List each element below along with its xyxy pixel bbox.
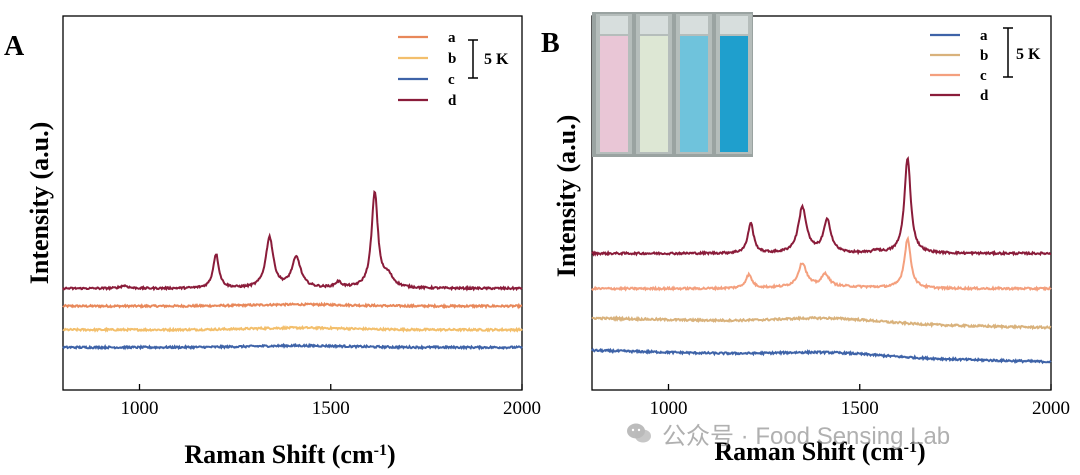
panel-a-legend-label-a: a <box>448 30 456 46</box>
panel-a-frame <box>62 15 523 391</box>
panel-a-legend-label-b: b <box>448 51 456 67</box>
panel-b-series-b <box>591 315 1052 331</box>
panel-b-scale-label: 5 K <box>1016 46 1041 63</box>
panel-b-legend-label-c: c <box>980 68 987 84</box>
panel-b-ylabel: Intensity (a.u.) <box>552 115 581 278</box>
panel-b-xlabel-close: ) <box>917 437 926 466</box>
panel-a-series-c <box>62 342 523 351</box>
panel-b-xlabel-sup: -1 <box>904 439 917 456</box>
panel-a-xlabel-sup: -1 <box>374 442 387 459</box>
panel-a-legend-label-d: d <box>448 93 457 109</box>
cuvette-top <box>600 16 628 34</box>
panel-a-series-a <box>62 301 523 310</box>
panel-a: A 1000 1500 2000 Intensity (a.u.) Raman Sh… <box>4 15 541 469</box>
panel-b-tick-label: 1500 <box>841 398 879 419</box>
panel-b-legend-label-b: b <box>980 48 988 64</box>
panel-b-letter: B <box>541 28 560 59</box>
panel-b-series-a <box>591 347 1052 365</box>
watermark-text: 公众号 · Food Sensing Lab <box>662 422 951 450</box>
panel-b-frame <box>591 15 1052 391</box>
panel-a-xlabel-text: Raman Shift (cm <box>184 440 374 469</box>
panel-b-scale-bar: 5 K <box>1003 27 1041 78</box>
watermark: 公众号 · Food Sensing Lab <box>626 418 951 450</box>
panel-b-series <box>591 156 1052 365</box>
inset-photo-cuvettes <box>592 12 753 157</box>
panel-b-tick-label: 2000 <box>1032 398 1070 419</box>
panel-a-legend-label-c: c <box>448 72 455 88</box>
panel-b-series-d <box>591 156 1052 257</box>
panel-a-series-b <box>62 324 523 333</box>
panel-a-tick-label: 1500 <box>312 398 350 419</box>
panel-a-series <box>62 189 523 351</box>
panel-a-scale-bar: 5 K <box>468 39 509 79</box>
panel-a-tick-label: 1000 <box>121 398 159 419</box>
cuvette-solution <box>600 36 628 152</box>
panel-b-legend-label-d: d <box>980 88 989 104</box>
cuvette-top <box>640 16 668 34</box>
panel-b-series-c <box>591 235 1052 292</box>
panel-a-scale-label: 5 K <box>484 51 509 68</box>
panel-a-xlabel: Raman Shift (cm-1) <box>184 440 395 469</box>
panel-b-tick-label: 1000 <box>650 398 688 419</box>
panel-a-series-d <box>62 189 523 292</box>
panel-a-letter: A <box>4 31 25 62</box>
cuvette-top <box>680 16 708 34</box>
cuvette-top <box>720 16 748 34</box>
cuvette-solution <box>640 36 668 152</box>
panel-b-legend-label-a: a <box>980 28 988 44</box>
panel-a-ylabel: Intensity (a.u.) <box>25 122 54 285</box>
wechat-icon <box>627 423 651 443</box>
cuvette-solution <box>720 36 748 152</box>
cuvette-solution <box>680 36 708 152</box>
panel-b-ticks: 1000 1500 2000 <box>650 384 1070 419</box>
panel-b-xlabel-text: Raman Shift (cm <box>714 437 904 466</box>
panel-a-xlabel-close: ) <box>387 440 396 469</box>
panel-b-xlabel: Raman Shift (cm-1) <box>714 437 925 466</box>
panel-b: B 1000 1500 2000 Intensity (a.u.) Raman Sh… <box>541 12 1070 466</box>
panel-a-tick-label: 2000 <box>503 398 541 419</box>
panel-a-ticks: 1000 1500 2000 <box>121 384 541 419</box>
